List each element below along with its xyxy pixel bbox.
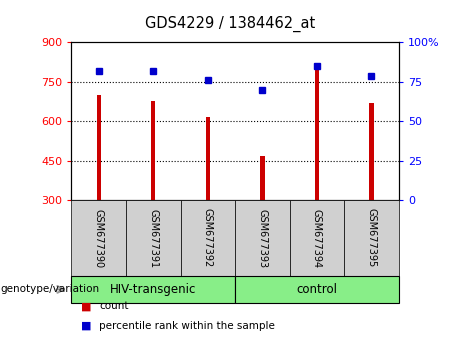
Text: ■: ■ [81, 301, 91, 311]
Text: GSM677390: GSM677390 [94, 209, 104, 268]
Bar [315, 63, 319, 200]
Text: percentile rank within the sample: percentile rank within the sample [99, 321, 275, 331]
Text: GSM677395: GSM677395 [366, 209, 377, 268]
Bar [206, 116, 210, 200]
Text: GSM677392: GSM677392 [203, 209, 213, 268]
Bar [260, 156, 265, 200]
Text: GSM677393: GSM677393 [257, 209, 267, 268]
Text: ■: ■ [81, 321, 91, 331]
Bar [151, 101, 155, 200]
Bar [96, 95, 101, 200]
Text: GDS4229 / 1384462_at: GDS4229 / 1384462_at [145, 16, 316, 32]
Bar [369, 103, 374, 200]
Text: GSM677394: GSM677394 [312, 209, 322, 268]
Text: genotype/variation: genotype/variation [0, 284, 99, 295]
Text: control: control [296, 283, 337, 296]
Text: GSM677391: GSM677391 [148, 209, 158, 268]
Text: HIV-transgenic: HIV-transgenic [110, 283, 196, 296]
Text: count: count [99, 301, 129, 311]
